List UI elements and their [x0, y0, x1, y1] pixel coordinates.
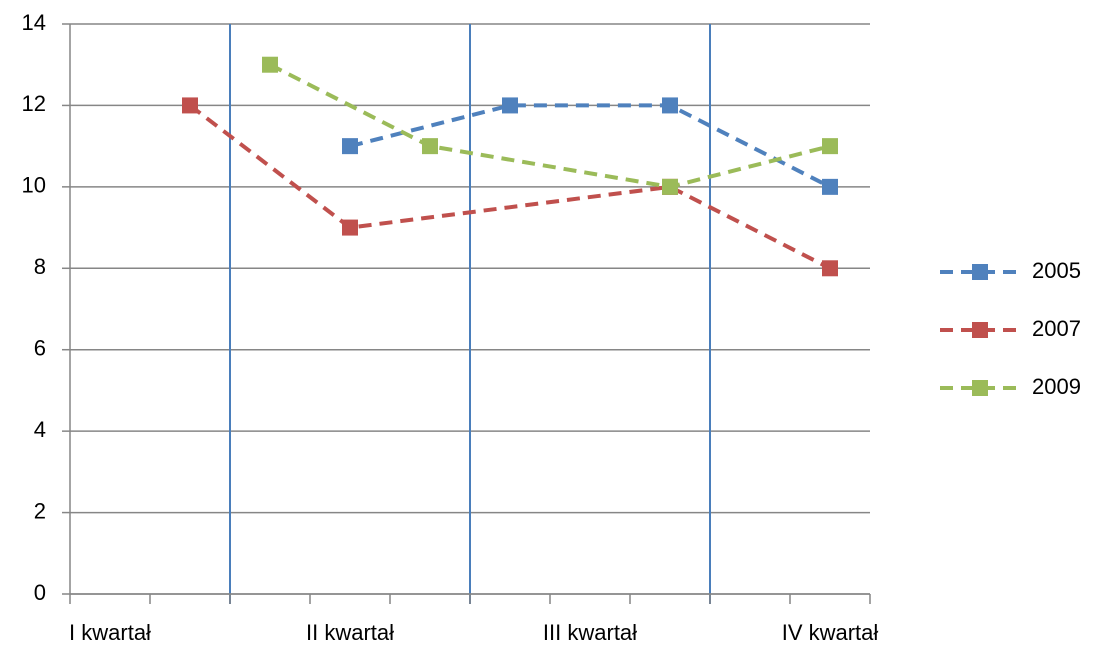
marker	[502, 97, 518, 114]
marker	[822, 138, 838, 155]
x-tick-label: IV kwartał	[782, 620, 879, 645]
legend-marker	[972, 322, 988, 338]
legend-label: 2005	[1032, 258, 1081, 283]
marker	[182, 97, 198, 114]
y-tick-label: 12	[22, 91, 46, 116]
x-tick-label: II kwartał	[306, 620, 394, 645]
y-tick-label: 8	[34, 254, 46, 279]
marker	[342, 219, 358, 236]
marker	[822, 260, 838, 277]
series-line	[269, 62, 831, 189]
x-tick-label: I kwartał	[69, 620, 151, 645]
marker	[422, 138, 438, 155]
y-tick-label: 6	[34, 336, 46, 361]
y-tick-label: 4	[34, 417, 46, 442]
legend-marker	[972, 264, 988, 280]
y-tick-label: 0	[34, 580, 46, 605]
marker	[262, 56, 278, 73]
legend-label: 2007	[1032, 316, 1081, 341]
y-tick-label: 14	[22, 10, 46, 35]
y-tick-label: 10	[22, 173, 46, 198]
series-line	[188, 103, 831, 271]
legend-marker	[972, 380, 988, 396]
marker	[662, 97, 678, 114]
legend-label: 2009	[1032, 374, 1081, 399]
marker	[342, 138, 358, 155]
marker	[822, 178, 838, 195]
marker	[662, 178, 678, 195]
y-tick-label: 2	[34, 498, 46, 523]
x-tick-label: III kwartał	[543, 620, 637, 645]
